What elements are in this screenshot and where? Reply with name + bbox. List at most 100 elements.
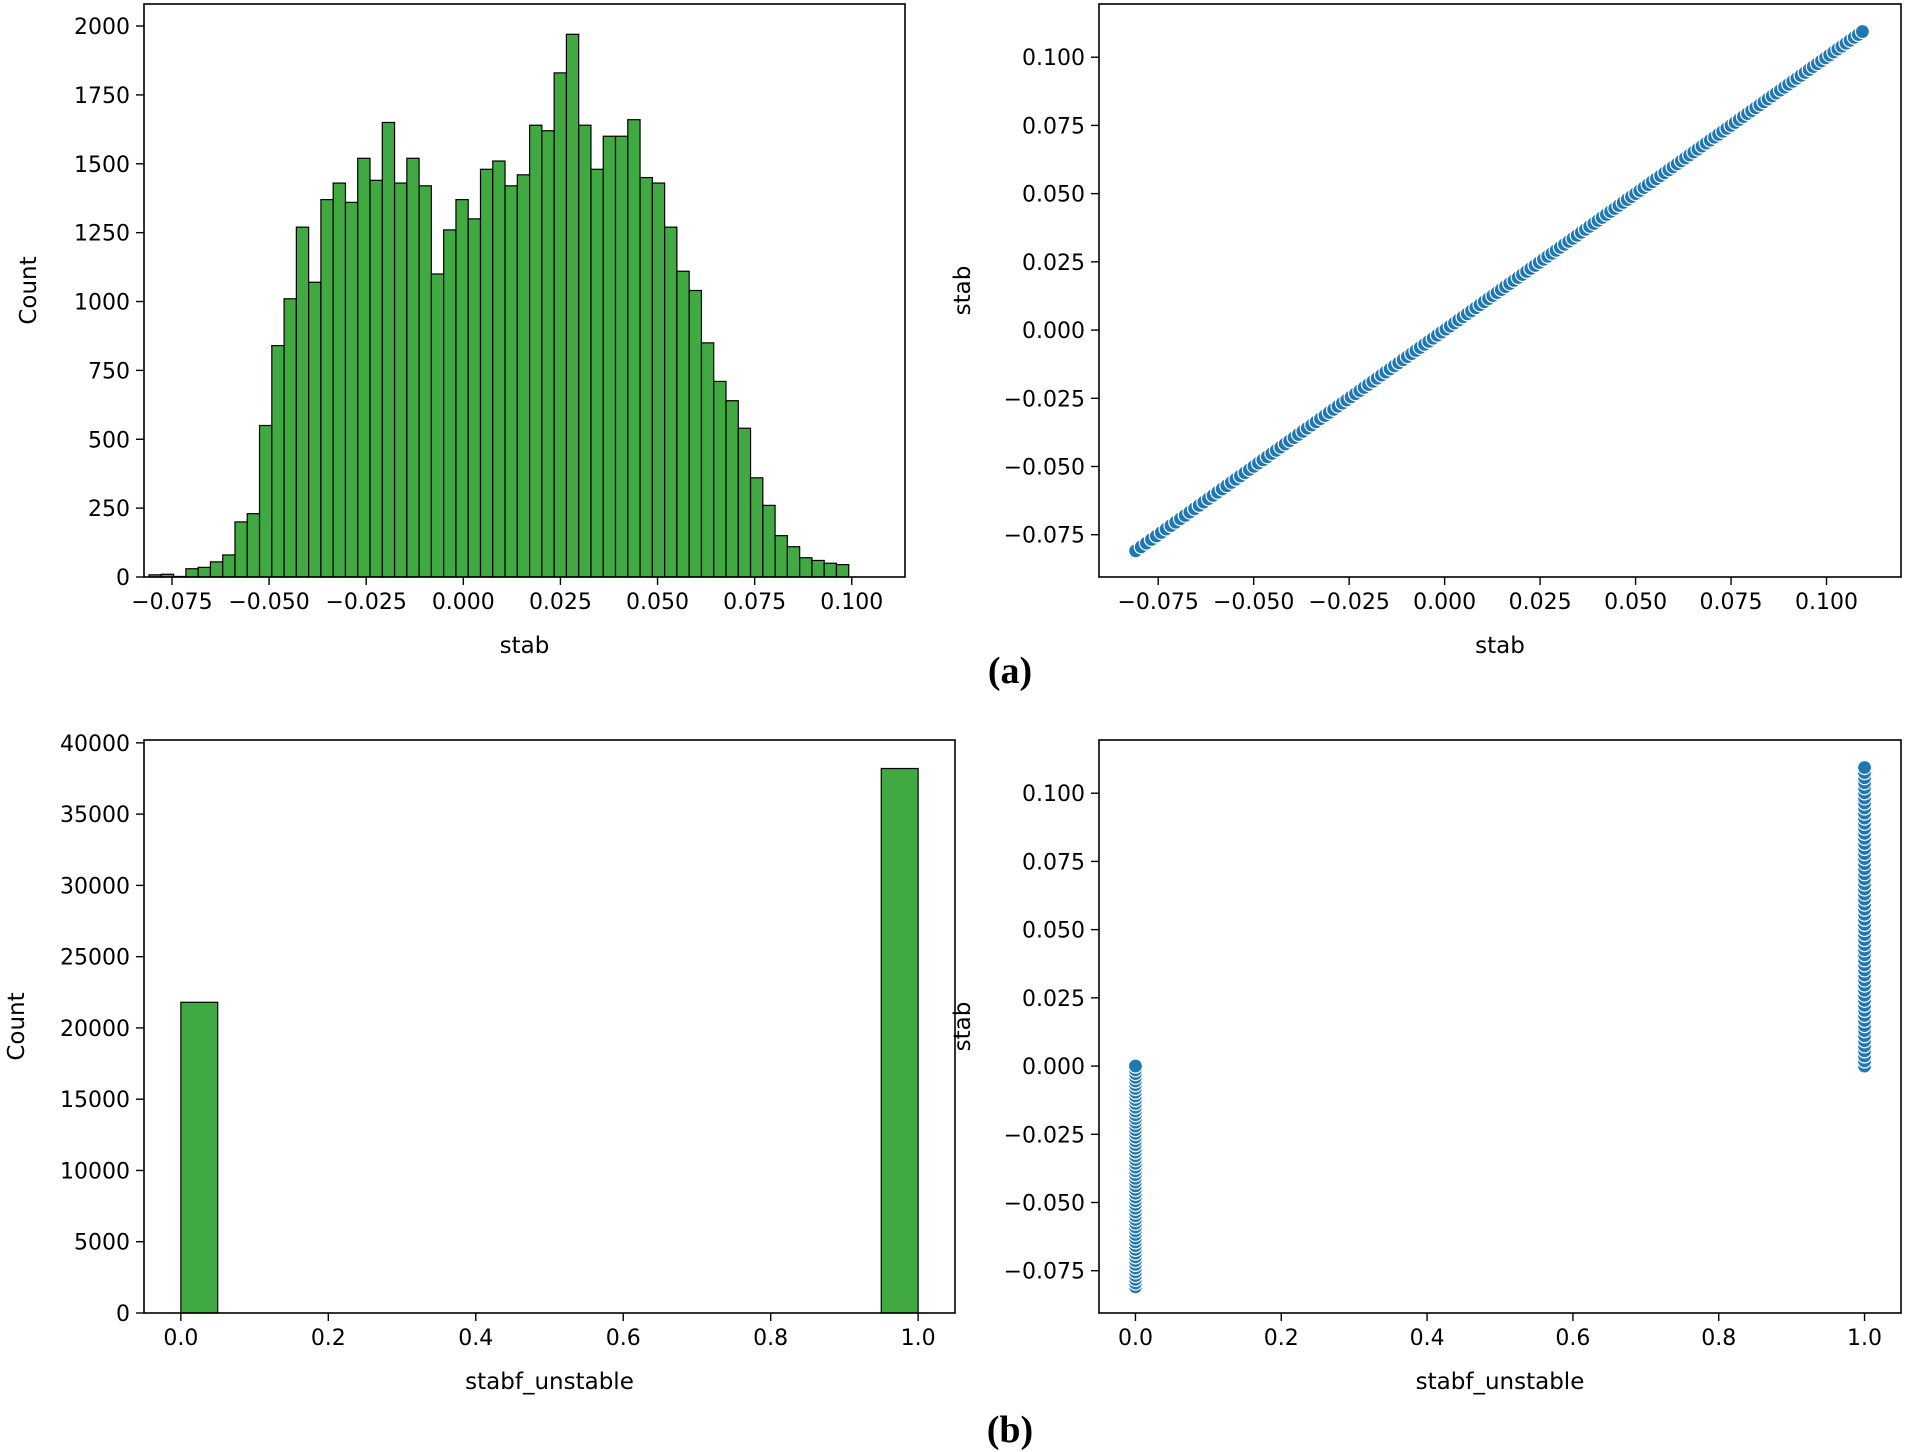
histogram-bar	[651, 182, 666, 578]
histogram-bar	[283, 298, 297, 578]
y-tick-label: 500	[88, 428, 130, 453]
histogram-bar	[381, 121, 396, 578]
x-tick-label: −0.050	[228, 590, 309, 615]
x-axis-label: stab	[1475, 633, 1525, 659]
histogram-bar	[700, 342, 715, 578]
x-tick-label: 1.0	[1847, 1326, 1882, 1351]
axes-frame	[143, 739, 956, 1314]
histogram-bar	[565, 33, 580, 578]
y-tick-label: 0.075	[1022, 114, 1085, 139]
scatter-stab-vs-stab-panel: −0.075 −0.050 −0.025 0.000 0.025 0.050 0.075 0.…	[950, 3, 1902, 659]
histogram-bar	[688, 289, 703, 578]
y-tick-label: 1000	[74, 291, 130, 316]
y-tick-label: −0.075	[1004, 1260, 1085, 1285]
x-tick-label: −0.025	[325, 590, 406, 615]
x-tick-label: 0.075	[1700, 590, 1763, 615]
y-tick-label: −0.050	[1004, 455, 1085, 480]
histogram-bar	[455, 198, 469, 578]
scatter-point	[1856, 759, 1873, 776]
histogram-bar	[614, 135, 629, 578]
x-tick-label: −0.075	[131, 590, 212, 615]
x-axis-label: stabf_unstable	[1416, 1369, 1585, 1395]
x-tick-label: 1.0	[901, 1326, 936, 1351]
histogram-bar	[180, 1001, 219, 1314]
histogram-bar	[835, 564, 850, 578]
histogram-bar	[479, 168, 494, 578]
y-tick-label: 1250	[74, 222, 130, 247]
y-tick-label: 1750	[74, 84, 130, 109]
x-tick-label: 0.100	[1795, 590, 1858, 615]
histogram-bar	[725, 400, 739, 578]
y-tick-label: 1500	[74, 153, 130, 178]
x-tick-label: 0.000	[1413, 590, 1476, 615]
y-axis-label: Count	[4, 992, 30, 1060]
histogram-bar	[553, 72, 568, 578]
x-tick-label: 0.4	[458, 1326, 493, 1351]
panel-label-b: (b)	[987, 1409, 1033, 1451]
y-tick-label: 250	[88, 497, 130, 522]
histogram-bar	[393, 182, 408, 578]
x-tick-label: 0.050	[1604, 590, 1667, 615]
y-tick-label: 0.000	[1022, 319, 1085, 344]
histogram-bar	[467, 218, 482, 578]
x-tick-label: 0.000	[432, 590, 495, 615]
y-tick-label: −0.075	[1004, 524, 1085, 549]
axes-frame	[1098, 3, 1902, 578]
y-tick-label: 0	[116, 1302, 130, 1327]
histogram-bar	[308, 281, 322, 578]
y-tick-label: 30000	[60, 874, 130, 899]
y-tick-label: 20000	[60, 1017, 130, 1042]
y-tick-label: 2000	[74, 15, 130, 40]
y-tick-label: 5000	[74, 1231, 130, 1256]
y-tick-label: 0.050	[1022, 183, 1085, 208]
histogram-bar	[602, 135, 617, 578]
x-tick-label: 0.2	[311, 1326, 346, 1351]
histogram-stab-panel: −0.075 −0.050 −0.025 0.000 0.025 0.050 0.075 0.…	[16, 3, 906, 659]
y-tick-label: 35000	[60, 803, 130, 828]
y-tick-label: 0.000	[1022, 1055, 1085, 1080]
x-axis-label: stabf_unstable	[465, 1369, 634, 1395]
x-tick-label: 0.6	[606, 1326, 641, 1351]
histogram-bar	[762, 504, 776, 578]
histogram-bar	[258, 424, 273, 578]
histogram-bar	[320, 198, 334, 578]
y-tick-label: −0.025	[1004, 387, 1085, 412]
x-tick-label: 0.8	[753, 1326, 788, 1351]
histogram-bar	[774, 535, 788, 578]
histogram-bar	[590, 168, 604, 578]
y-tick-label: 25000	[60, 946, 130, 971]
y-tick-label: 10000	[60, 1159, 130, 1184]
x-tick-label: 0.025	[1509, 590, 1572, 615]
histogram-bar	[418, 185, 432, 578]
histogram-bar	[332, 182, 347, 578]
x-tick-label: −0.050	[1213, 590, 1294, 615]
y-tick-label: 0.025	[1022, 251, 1085, 276]
y-tick-label: 0.100	[1022, 46, 1085, 71]
scatter-stab-vs-stabf-unstable-panel: 0.0 0.2 0.4 0.6 0.8 1.0 −0.075 −0.050 −0.025 0.00…	[950, 739, 1902, 1395]
histogram-bar	[344, 201, 359, 578]
histogram-bar	[713, 380, 727, 578]
histogram-bar	[880, 767, 919, 1314]
x-tick-label: −0.025	[1308, 590, 1389, 615]
x-tick-label: 0.8	[1701, 1326, 1736, 1351]
axes-frame	[1098, 739, 1902, 1314]
histogram-bar	[676, 270, 690, 578]
histogram-stabf-unstable-panel: 0.0 0.2 0.4 0.6 0.8 1.0 0 5000 10000 15000 20000 25…	[4, 732, 956, 1395]
histogram-bar	[627, 119, 641, 578]
histogram-bar	[406, 157, 420, 578]
panel-label-a: (a)	[988, 650, 1032, 692]
y-tick-label: −0.050	[1004, 1191, 1085, 1216]
histogram-bar	[639, 176, 653, 578]
x-tick-label: 0.050	[626, 590, 689, 615]
axes-frame	[143, 3, 906, 578]
y-tick-label: −0.025	[1004, 1123, 1085, 1148]
x-axis-label: stab	[500, 633, 550, 659]
x-tick-label: 0.075	[723, 590, 786, 615]
y-tick-label: 40000	[60, 732, 130, 757]
histogram-bar	[197, 566, 212, 578]
y-tick-label: 750	[88, 359, 130, 384]
histogram-bar	[504, 185, 518, 578]
y-axis-label: stab	[950, 1002, 976, 1052]
histogram-bar	[737, 427, 752, 578]
histogram-bar	[222, 554, 236, 578]
